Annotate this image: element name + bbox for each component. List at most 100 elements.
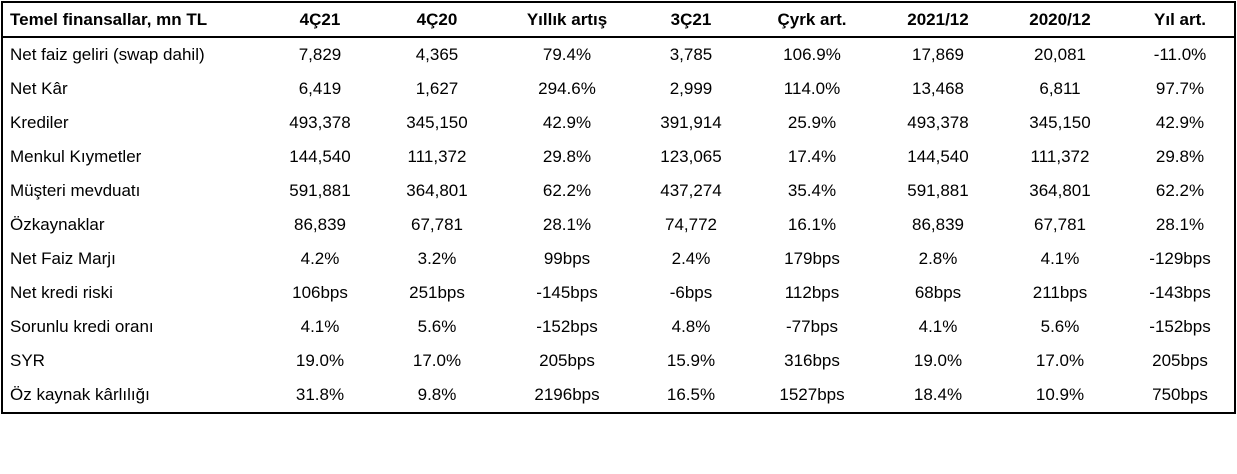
column-header: Yıllık artış [526,10,608,29]
cell: 15.9% [666,351,716,370]
cell: -143bps [1149,283,1211,302]
corner-header: Temel finansallar, mn TL [10,10,208,29]
cell: 4.1% [1040,249,1080,268]
column-header: 3Ç21 [670,10,712,29]
cell: 364,801 [406,181,468,200]
cell: 123,065 [660,147,722,166]
cell: 4.1% [300,317,340,336]
cell: 74,772 [665,215,717,234]
cell: 493,378 [907,113,969,132]
cell: 111,372 [407,147,467,166]
cell: 251bps [409,283,465,302]
cell: 62.2% [1155,181,1205,200]
cell: 5.6% [1040,317,1080,336]
cell: 591,881 [289,181,351,200]
cell: 13,468 [912,79,964,98]
cell: 345,150 [406,113,468,132]
column-header: 2021/12 [907,10,969,29]
cell: 316bps [784,351,840,370]
cell: 42.9% [1155,113,1205,132]
cell: 19.0% [295,351,345,370]
cell: 68bps [914,283,962,302]
cell: 20,081 [1034,45,1086,64]
row-label: Net Faiz Marjı [10,249,116,268]
cell: 112bps [784,283,840,302]
cell: -77bps [786,317,838,336]
row-label: Müşteri mevduatı [10,181,141,200]
cell: 67,781 [411,215,463,234]
cell: 16.5% [666,385,716,404]
row-label: Özkaynaklar [10,215,105,234]
cell: 2.8% [918,249,958,268]
cell: 28.1% [1155,215,1205,234]
table: Temel finansallar, mn TL 4Ç21 4Ç20 Yıllık a… [1,1,1236,414]
cell: 5.6% [417,317,457,336]
cell: 437,274 [660,181,722,200]
row-label: Sorunlu kredi oranı [10,317,154,336]
cell: 205bps [539,351,595,370]
cell: 6,419 [298,79,342,98]
cell: 10.9% [1035,385,1085,404]
cell: 345,150 [1029,113,1091,132]
cell: 31.8% [295,385,345,404]
cell: 294.6% [538,79,596,98]
cell: 17,869 [912,45,964,64]
cell: 86,839 [294,215,346,234]
cell: 106.9% [783,45,841,64]
cell: 16.1% [787,215,837,234]
cell: 114.0% [783,79,841,98]
cell: 106bps [292,283,348,302]
cell: 17.0% [1035,351,1085,370]
row-label: Menkul Kıymetler [10,147,142,166]
cell: 79.4% [542,45,592,64]
cell: 67,781 [1034,215,1086,234]
cell: 211bps [1032,283,1088,302]
header-rule [3,36,1234,38]
cell: 4,365 [415,45,459,64]
cell: 86,839 [912,215,964,234]
cell: 144,540 [907,147,969,166]
cell: 3.2% [417,249,457,268]
cell: 6,811 [1039,79,1081,98]
column-header: 4Ç21 [299,10,341,29]
cell: 42.9% [542,113,592,132]
row-label: Net kredi riski [10,283,113,302]
row-label: SYR [10,351,45,370]
cell: 35.4% [787,181,837,200]
cell: 2196bps [534,385,600,404]
cell: 99bps [543,249,591,268]
cell: 4.2% [300,249,340,268]
column-header: Yıl art. [1154,10,1206,29]
cell: -11.0% [1153,45,1207,64]
cell: 19.0% [913,351,963,370]
cell: -6bps [669,283,713,302]
cell: 97.7% [1155,79,1205,98]
cell: -129bps [1149,249,1211,268]
cell: -152bps [536,317,598,336]
cell: 144,540 [289,147,351,166]
cell: 17.0% [412,351,462,370]
row-label: Öz kaynak kârlılığı [10,385,150,404]
cell: 750bps [1152,385,1208,404]
cell: 205bps [1152,351,1208,370]
cell: 179bps [784,249,840,268]
column-header: Çyrk art. [777,10,847,29]
cell: 2.4% [671,249,711,268]
cell: 364,801 [1029,181,1091,200]
cell: 25.9% [787,113,837,132]
cell: 29.8% [542,147,592,166]
cell: 1527bps [779,385,845,404]
cell: 493,378 [289,113,351,132]
cell: 28.1% [542,215,592,234]
cell: 111,372 [1030,147,1090,166]
cell: 1,627 [415,79,459,98]
cell: 591,881 [907,181,969,200]
column-header: 2020/12 [1029,10,1091,29]
cell: 3,785 [669,45,713,64]
cell: 2,999 [669,79,713,98]
cell: 391,914 [660,113,722,132]
cell: 9.8% [417,385,457,404]
cell: 62.2% [542,181,592,200]
row-label: Net faiz geliri (swap dahil) [10,45,205,64]
